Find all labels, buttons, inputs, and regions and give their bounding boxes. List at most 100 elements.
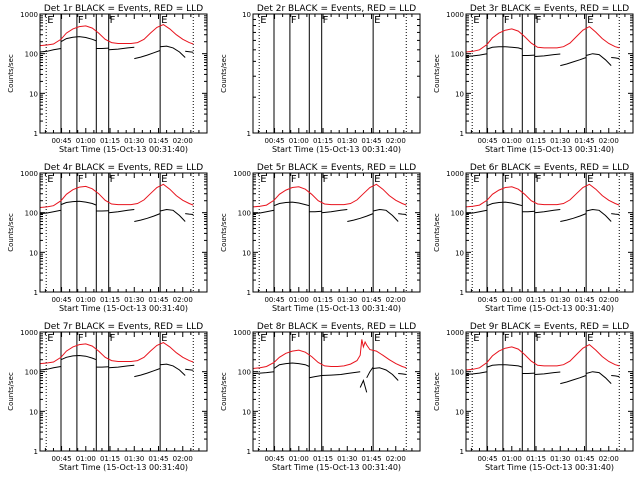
events-series-line [373,367,399,381]
x-tick-label: 01:15 [313,137,333,145]
plot-frame [39,331,208,452]
interval-label: F [504,333,510,344]
x-tick-label: 01:45 [361,296,381,304]
events-series-line [534,53,561,57]
y-tick-label: 1 [460,289,464,297]
interval-label: F [78,15,84,26]
plot-frame [465,331,634,452]
y-tick-label: 1000 [20,11,38,19]
x-tick-label: 00:45 [477,455,497,463]
plot-frame [39,13,208,134]
x-tick-label: 01:00 [502,137,522,145]
events-series-line [60,354,97,361]
lld-series-line [39,342,194,365]
events-series-line [398,213,407,215]
events-series-line [560,213,587,222]
interval-label: F [110,333,116,344]
chart-title: Det 7r BLACK = Events, RED = LLD [44,322,203,332]
x-tick-label: 01:30 [550,296,570,304]
events-series-line [309,375,322,379]
interval-label: F [504,174,510,185]
plot-frame [252,331,421,452]
x-tick-label: 01:00 [76,455,96,463]
y-axis-label: Counts/sec [220,372,228,411]
interval-label: E [473,174,479,185]
events-series-line [159,208,186,222]
x-tick-label: 01:00 [76,296,96,304]
x-tick-label: 01:30 [124,137,144,145]
y-tick-label: 1000 [20,329,38,337]
events-series-line [560,375,587,385]
interval-label: E [374,333,380,344]
interval-label: F [291,15,297,26]
y-tick-label: 100 [25,51,38,59]
interval-label: E [374,174,380,185]
interval-label: E [473,15,479,26]
x-tick-label: 01:15 [526,296,546,304]
lld-series-line [39,24,194,47]
x-tick-label: 01:45 [148,455,168,463]
y-tick-label: 1000 [20,170,38,178]
y-tick-label: 1 [34,130,38,138]
y-axis-label: Counts/sec [7,213,15,252]
events-series-line [160,45,186,58]
events-series-line [522,210,535,213]
y-tick-label: 10 [455,90,464,98]
x-tick-label: 01:00 [289,137,309,145]
events-series-line [273,362,310,369]
interval-label: F [291,174,297,185]
x-tick-label: 01:30 [337,137,357,145]
y-axis-label: Counts/sec [433,213,441,252]
x-tick-label: 02:00 [386,296,406,304]
interval-label: E [161,174,167,185]
interval-label: E [161,333,167,344]
x-axis-label: Start Time (15-Oct-13 00:31:40) [272,463,401,472]
events-series-line [585,208,612,222]
y-tick-label: 1 [460,130,464,138]
y-tick-label: 100 [238,369,251,377]
interval-label: F [536,15,542,26]
interval-label: F [110,15,116,26]
lld-series-line [465,25,620,53]
y-tick-label: 10 [242,249,251,257]
events-series-line [465,209,488,215]
lld-series-line [252,339,407,369]
x-tick-label: 01:30 [550,455,570,463]
events-series-line [252,209,275,215]
chart-title: Det 1r BLACK = Events, RED = LLD [44,4,203,14]
events-series-line [398,373,407,375]
x-tick-label: 01:15 [313,296,333,304]
events-series-line [465,53,488,57]
x-tick-label: 00:45 [477,137,497,145]
events-series-line [611,57,620,60]
x-tick-label: 02:00 [173,455,193,463]
x-tick-label: 01:15 [526,455,546,463]
chart-title: Det 6r BLACK = Events, RED = LLD [470,163,629,173]
lld-series-line [39,183,194,208]
events-series-line [160,363,186,376]
x-axis-label: Start Time (15-Oct-13 00:31:40) [272,145,401,154]
events-series-line [185,50,194,53]
x-tick-label: 01:00 [289,296,309,304]
events-series-line [486,46,523,50]
events-series-line [309,210,322,213]
x-tick-label: 00:45 [477,296,497,304]
x-tick-label: 00:45 [51,455,71,463]
plot-frame [465,172,634,293]
x-tick-label: 01:45 [148,137,168,145]
y-tick-label: 10 [455,249,464,257]
interval-label: F [78,333,84,344]
events-series-line [372,208,399,222]
x-tick-label: 01:45 [574,296,594,304]
y-tick-label: 1 [247,448,251,456]
x-tick-label: 02:00 [386,455,406,463]
events-series-line [39,366,62,371]
y-tick-label: 10 [29,90,38,98]
y-tick-label: 1 [34,448,38,456]
events-series-line [321,209,348,214]
y-tick-label: 100 [25,210,38,218]
x-tick-label: 01:30 [124,455,144,463]
